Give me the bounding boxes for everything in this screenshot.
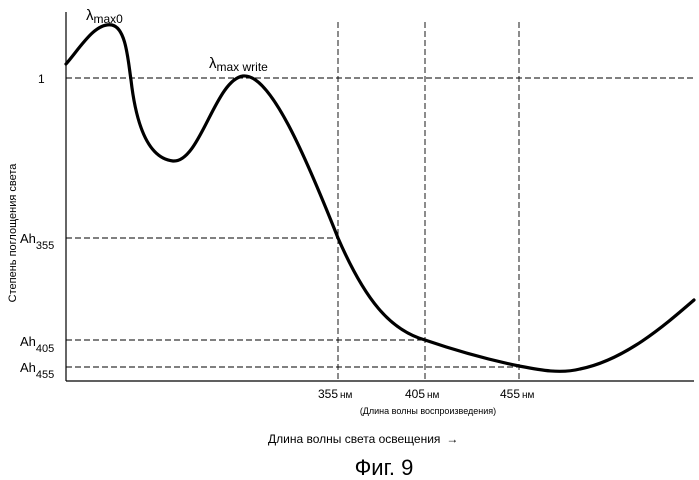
absorption-curve — [66, 25, 694, 372]
figure-caption: Фиг. 9 — [355, 455, 414, 480]
y-mark-ah455: Ah455 — [20, 360, 54, 381]
peak-label-write: λmax write — [209, 55, 268, 74]
x-mark-355: 355нм — [318, 387, 353, 401]
x-mark-405: 405нм — [405, 387, 440, 401]
y-axis-title: Степень поглощения света — [7, 163, 19, 303]
peak-label-max0: λmax0 — [86, 7, 123, 26]
y-mark-1: 1 — [38, 72, 45, 86]
x-mark-455: 455нм — [500, 387, 535, 401]
y-mark-ah355: Ah355 — [20, 231, 54, 252]
y-mark-ah405: Ah405 — [20, 334, 54, 355]
x-sublabel: (Длина волны воспроизведения) — [360, 406, 496, 416]
x-axis-title: Длина волны света освещения→ — [268, 432, 458, 446]
